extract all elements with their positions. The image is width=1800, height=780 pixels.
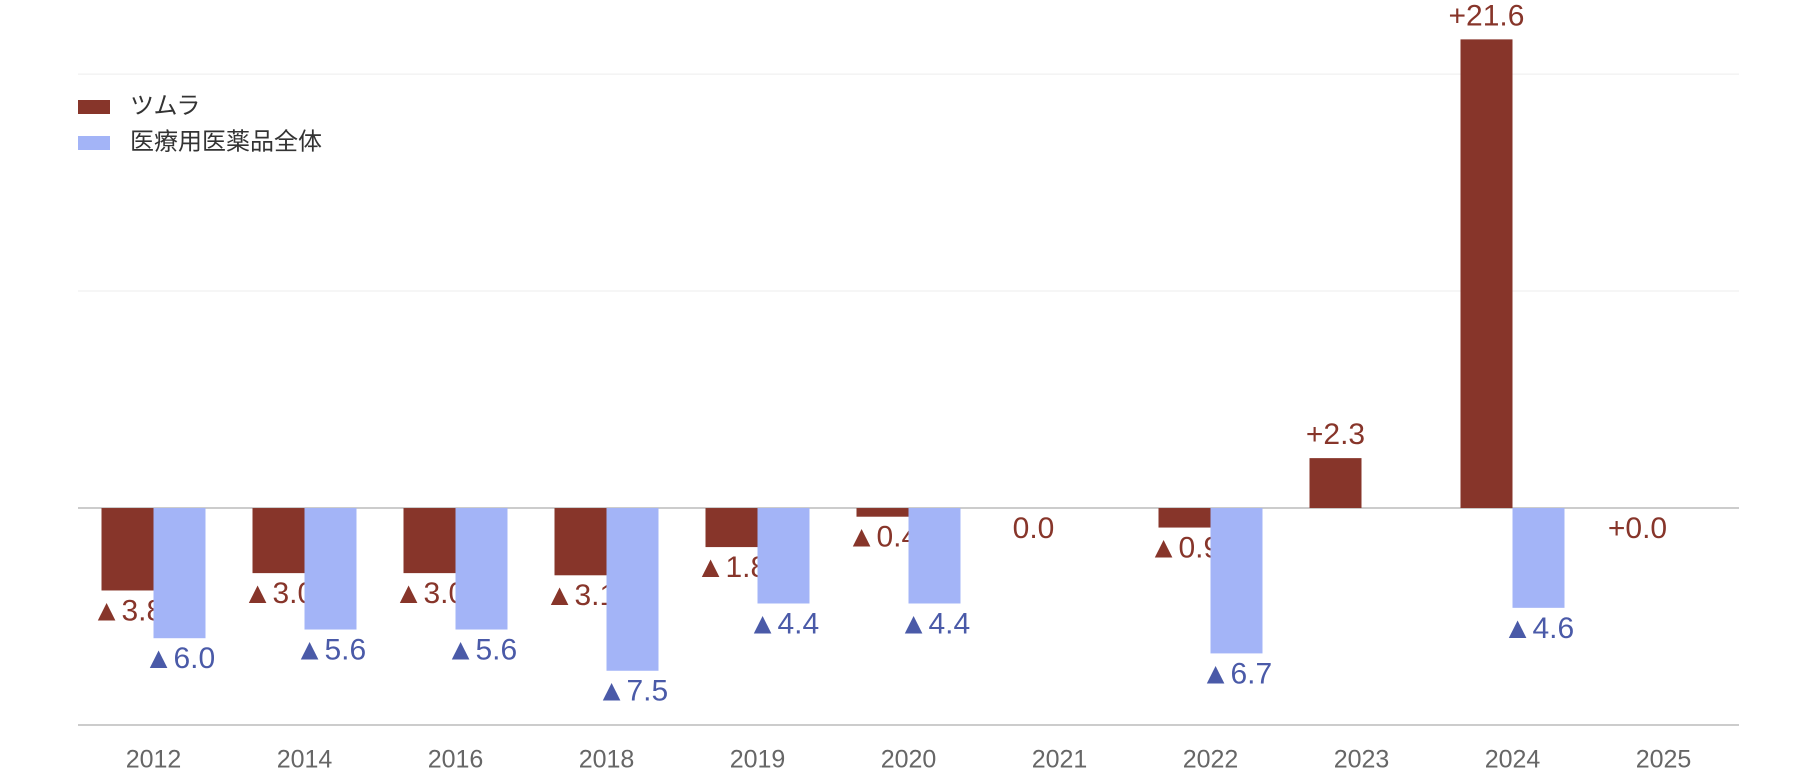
value-label: ▲0.9 <box>1149 531 1220 564</box>
value-label: ▲4.4 <box>899 607 970 640</box>
bar <box>705 508 758 548</box>
bar <box>455 508 508 630</box>
value-label: ▲5.6 <box>295 633 366 666</box>
bar <box>1309 458 1362 509</box>
x-tick-label: 2014 <box>277 746 333 774</box>
bar <box>252 508 305 574</box>
x-tick-label: 2025 <box>1636 746 1692 774</box>
bar <box>101 508 154 591</box>
bar <box>1460 39 1513 509</box>
x-tick-label: 2021 <box>1032 746 1088 774</box>
x-tick-label: 2020 <box>881 746 937 774</box>
value-label: ▲0.4 <box>847 521 918 554</box>
value-label: ▲6.7 <box>1201 657 1272 690</box>
value-label: ▲1.8 <box>696 551 767 584</box>
bar <box>856 508 909 517</box>
value-label: ▲3.1 <box>545 579 616 612</box>
bar <box>908 508 961 604</box>
value-label: ▲3.0 <box>394 577 465 610</box>
value-label: ▲7.5 <box>597 675 668 708</box>
x-tick-label: 2019 <box>730 746 786 774</box>
value-label: ▲6.0 <box>144 642 215 675</box>
x-tick-label: 2016 <box>428 746 484 774</box>
bar <box>304 508 357 630</box>
legend-swatch <box>78 100 110 114</box>
value-label: +2.3 <box>1306 418 1365 451</box>
value-label: ▲3.0 <box>243 577 314 610</box>
bar <box>1210 508 1263 654</box>
legend-label: ツムラ <box>130 92 200 119</box>
value-label: ▲3.8 <box>92 594 163 627</box>
x-tick-label: 2024 <box>1485 746 1541 774</box>
value-label: 0.0 <box>1013 512 1055 545</box>
bar <box>1512 508 1565 608</box>
bar <box>403 508 456 574</box>
value-label: +0.0 <box>1608 512 1667 545</box>
bar <box>1158 508 1211 528</box>
bar <box>606 508 659 671</box>
bar <box>554 508 607 576</box>
legend-swatch <box>78 136 110 150</box>
value-label: ▲5.6 <box>446 633 517 666</box>
value-label: +21.6 <box>1449 0 1525 32</box>
bar <box>757 508 810 604</box>
x-tick-label: 2022 <box>1183 746 1239 774</box>
x-tick-label: 2023 <box>1334 746 1390 774</box>
x-tick-label: 2018 <box>579 746 635 774</box>
value-label: ▲4.6 <box>1503 612 1574 645</box>
value-label: ▲4.4 <box>748 607 819 640</box>
legend-label: 医療用医薬品全体 <box>130 128 322 155</box>
x-tick-label: 2012 <box>126 746 182 774</box>
bar <box>153 508 206 639</box>
